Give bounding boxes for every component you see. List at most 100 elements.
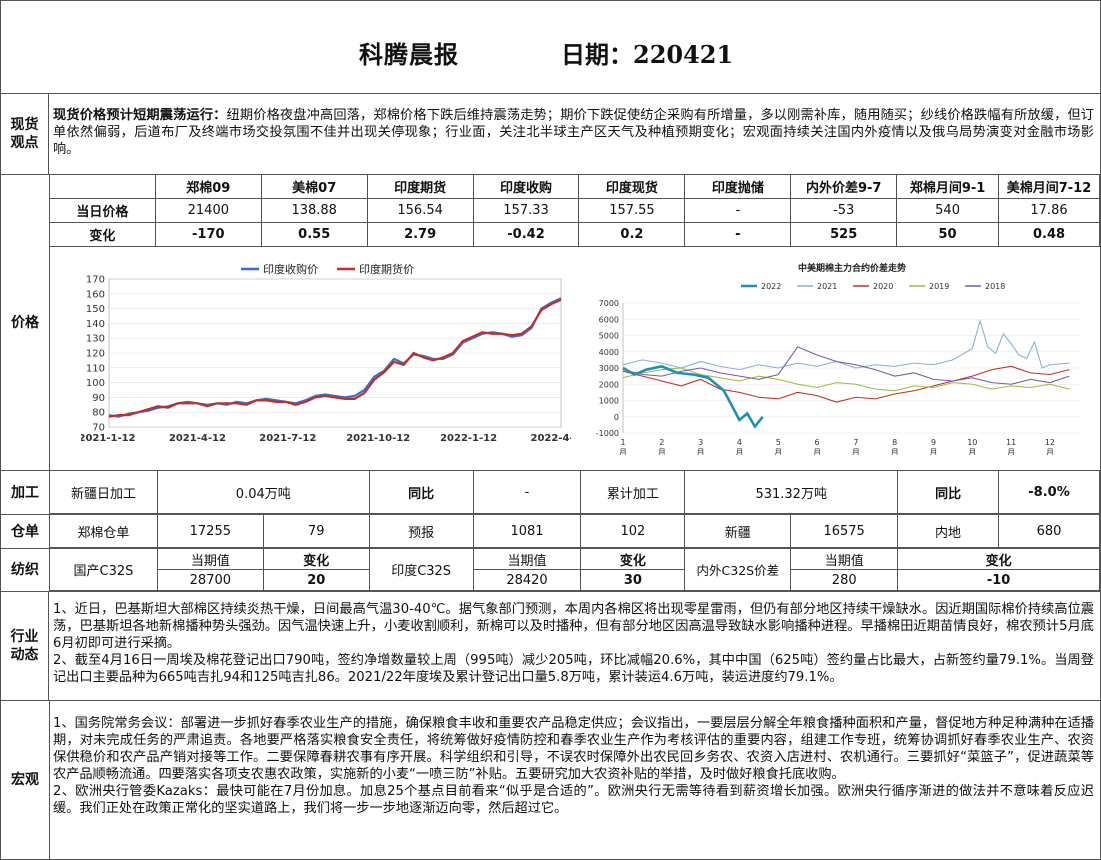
series-line-2019 [622, 367, 1070, 392]
spinning-label: 纺织 [1, 549, 50, 591]
c32s-spread-value: 280 [790, 569, 899, 591]
y-tick-label: 170 [86, 275, 105, 286]
price-today-value: 138.88 [260, 198, 368, 223]
price-header: 印度抛储 [684, 174, 792, 199]
spinning-table: 国产C32S 当期值 变化 印度C32S 当期值 变化 内外C32S价差 当期值… [49, 548, 1100, 591]
x-tick-label: 11 月 [1006, 438, 1016, 455]
cumulative-label: 累计加工 [580, 470, 686, 514]
y-tick-label: 70 [92, 423, 105, 434]
legend-label: 印度期货价 [359, 262, 414, 276]
x-tick-label: 10 月 [967, 438, 977, 455]
price-today-value: 157.33 [472, 198, 580, 223]
price-change-value: 0.48 [998, 222, 1100, 247]
legend-label: 2022 [761, 282, 781, 291]
series-line-2021 [622, 318, 1070, 371]
domestic-c32s-label: 国产C32S [49, 548, 158, 591]
x-tick-label: 2022-1-12 [440, 433, 497, 444]
warehouse-section: 仓单 郑棉仓单 17255 79 预报 1081 102 新疆 16575 内地… [1, 514, 1100, 549]
x-tick-label: 12 月 [1045, 438, 1055, 455]
report-header: 科腾晨报 日期：220421 [1, 1, 1100, 94]
price-section: 价格 郑棉09 美棉07 印度期货 印度收购 印度现货 印度抛储 内外价差9-7… [1, 174, 1100, 471]
forecast-value: 1081 [472, 514, 582, 548]
price-today-value: 540 [896, 198, 1000, 223]
spot-view-lead: 现货价格预计短期震荡运行： [53, 108, 227, 123]
legend-label: 2020 [873, 282, 893, 291]
y-tick-label: 5000 [599, 332, 619, 341]
spot-view-section: 现货观点 现货价格预计短期震荡运行：纽期价格夜盘冲高回落，郑棉价格下跌后维持震荡… [1, 94, 1100, 175]
domestic-c32s-change: 20 [262, 569, 370, 591]
price-header: 印度现货 [578, 174, 686, 199]
price-header: 内外价差9-7 [790, 174, 898, 199]
price-header: 美棉月间7-12 [998, 174, 1100, 199]
price-today-value: 156.54 [366, 198, 474, 223]
price-today-value: 17.86 [998, 198, 1100, 223]
series-line-印度期货价 [108, 298, 562, 418]
y-tick-label: 1000 [599, 397, 619, 406]
chart-title: 中美期棉主力合约价差走势 [798, 262, 906, 274]
y-tick-label: 150 [86, 304, 105, 315]
legend-label: 2019 [929, 282, 949, 291]
y-tick-label: 110 [86, 363, 105, 374]
series-line-2018 [622, 346, 1070, 385]
warehouse-label: 仓单 [1, 515, 50, 548]
india-c32s-change: 30 [580, 569, 686, 591]
zce-warrant-change: 79 [262, 514, 370, 548]
price-header: 郑棉09 [154, 174, 262, 199]
change-header: 变化 [897, 548, 1100, 570]
price-change-row: 变化 -170 0.55 2.79 -0.42 0.2 - 525 50 0.4… [49, 222, 1100, 247]
price-today-row: 当日价格 21400 138.88 156.54 157.33 157.55 -… [49, 198, 1100, 223]
india-c32s-value: 28420 [472, 569, 582, 591]
report-date: 日期：220421 [561, 40, 734, 69]
c32s-spread-label: 内外C32S价差 [684, 548, 792, 591]
spot-view-text: 现货价格预计短期震荡运行：纽期价格夜盘冲高回落，郑棉价格下跌后维持震荡走势；期价… [53, 107, 1094, 158]
processing-section: 加工 新疆日加工 0.04万吨 同比 - 累计加工 531.32万吨 同比 -8… [1, 470, 1100, 515]
price-header: 美棉07 [260, 174, 368, 199]
y-tick-label: 100 [86, 378, 105, 389]
zce-warrant-label: 郑棉仓单 [49, 514, 158, 548]
price-today-label: 当日价格 [49, 198, 156, 223]
price-today-value: 21400 [154, 198, 262, 223]
forecast-change: 102 [580, 514, 686, 548]
price-header: 印度收购 [472, 174, 580, 199]
y-tick-label: 140 [86, 319, 105, 330]
industry-text: 1、近日，巴基斯坦大部棉区持续炎热干燥，日间最高气温30-40℃。据气象部门预测… [53, 601, 1094, 686]
price-corner-cell [49, 174, 156, 199]
price-today-value: - [684, 198, 792, 223]
zce-warrant-value: 17255 [156, 514, 264, 548]
forecast-label: 预报 [368, 514, 474, 548]
industry-section: 行业动态 1、近日，巴基斯坦大部棉区持续炎热干燥，日间最高气温30-40℃。据气… [1, 592, 1100, 701]
series-line-2022 [622, 365, 764, 429]
change-header: 变化 [580, 548, 686, 570]
cumulative-value: 531.32万吨 [684, 470, 899, 514]
x-tick-label: 2021-10-12 [346, 433, 410, 444]
inland-value: 680 [998, 514, 1100, 548]
y-tick-label: 130 [86, 334, 105, 345]
price-change-value: -170 [154, 222, 262, 247]
price-change-label: 变化 [49, 222, 156, 247]
macro-text: 1、国务院常务会议：部署进一步抓好春季农业生产的措施，确保粮食丰收和重要农产品稳… [53, 715, 1094, 817]
yoy-value: - [472, 470, 582, 514]
domestic-c32s-value: 28700 [156, 569, 264, 591]
y-tick-label: 3000 [599, 364, 619, 373]
industry-paragraph-2: 2、截至4月16日一周埃及棉花登记出口790吨，签约净增数量较上周（995吨）减… [53, 653, 1094, 685]
price-header: 郑棉月间9-1 [896, 174, 1000, 199]
x-tick-label: 2021-7-12 [259, 433, 316, 444]
inland-label: 内地 [897, 514, 999, 548]
price-change-value: 0.55 [260, 222, 368, 247]
price-header-row: 郑棉09 美棉07 印度期货 印度收购 印度现货 印度抛储 内外价差9-7 郑棉… [49, 174, 1100, 199]
yoy-label: 同比 [368, 470, 474, 514]
warehouse-table: 郑棉仓单 17255 79 预报 1081 102 新疆 16575 内地 68… [49, 514, 1100, 548]
macro-paragraph-1: 1、国务院常务会议：部署进一步抓好春季农业生产的措施，确保粮食丰收和重要农产品稳… [53, 716, 1094, 782]
x-tick-label: 2021-1-12 [81, 433, 136, 444]
y-tick-label: 160 [86, 289, 105, 300]
y-tick-label: 4000 [599, 348, 619, 357]
x-tick-label: 2022-4-12 [530, 433, 571, 444]
macro-label: 宏观 [1, 701, 50, 859]
price-change-value: 2.79 [366, 222, 474, 247]
y-tick-label: 80 [92, 408, 105, 419]
